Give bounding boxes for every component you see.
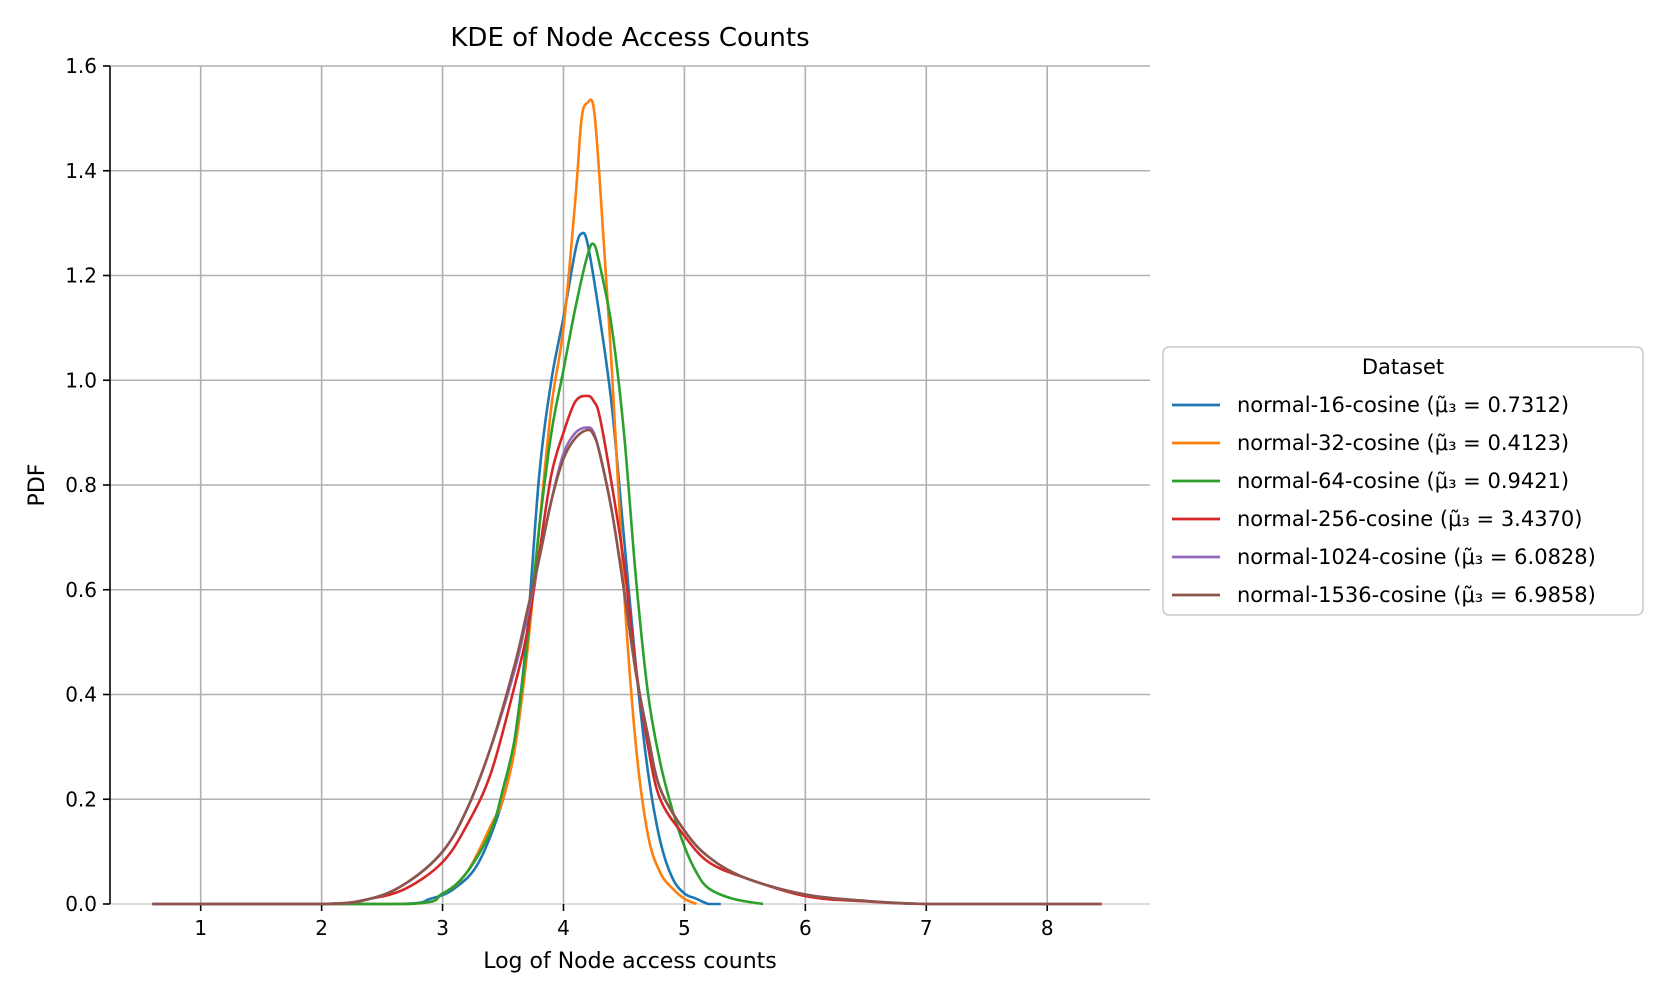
x-tick-label: 8	[1041, 916, 1054, 940]
x-tick-label: 3	[436, 916, 449, 940]
x-tick-label: 2	[315, 916, 328, 940]
legend: Dataset normal-16-cosine (μ̃₃ = 0.7312)n…	[1162, 346, 1644, 616]
x-ticks: 1 2 3 4 5 6 7 8	[194, 904, 1054, 940]
x-tick-label: 1	[194, 916, 207, 940]
legend-label-4: normal-1024-cosine (μ̃₃ = 6.0828)	[1237, 545, 1596, 569]
y-tick-label: 1.2	[65, 264, 97, 288]
x-tick-label: 4	[557, 916, 570, 940]
x-tick-label: 7	[920, 916, 933, 940]
series-line-1	[200, 98, 698, 906]
y-tick-label: 0.8	[65, 473, 97, 497]
grid	[110, 65, 1150, 905]
legend-label-3: normal-256-cosine (μ̃₃ = 3.4370)	[1237, 507, 1583, 531]
series-line-4	[152, 426, 1102, 906]
legend-title: Dataset	[1362, 355, 1444, 379]
y-tick-label: 1.4	[65, 159, 97, 183]
chart-title: KDE of Node Access Counts	[450, 23, 809, 53]
legend-items: normal-16-cosine (μ̃₃ = 0.7312) normal-32…	[1172, 393, 1596, 607]
x-tick-label: 5	[678, 916, 691, 940]
y-axis-label: PDF	[25, 464, 50, 507]
legend-label-5: normal-1536-cosine (μ̃₃ = 6.9858)	[1237, 583, 1596, 607]
y-tick-label: 1.0	[65, 368, 97, 392]
series-line-2	[200, 242, 764, 906]
y-tick-label: 0.6	[65, 578, 97, 602]
y-tick-label: 0.0	[65, 892, 97, 916]
y-ticks: 0.0 0.2 0.4 0.6 0.8 1.0 1.2 1.4 1.6	[65, 54, 110, 916]
legend-label-2: normal-64-cosine (μ̃₃ = 0.9421)	[1237, 469, 1569, 493]
x-tick-label: 6	[799, 916, 812, 940]
legend-label-1: normal-32-cosine (μ̃₃ = 0.4123)	[1237, 431, 1569, 455]
legend-box	[1162, 346, 1644, 616]
x-axis-label: Log of Node access counts	[483, 949, 777, 974]
series-line-0	[200, 231, 721, 906]
series-line-5	[152, 428, 1102, 906]
y-tick-label: 0.2	[65, 787, 97, 811]
series-lines	[152, 98, 1102, 906]
y-tick-label: 0.4	[65, 683, 97, 707]
legend-label-0: normal-16-cosine (μ̃₃ = 0.7312)	[1237, 393, 1569, 417]
y-tick-label: 1.6	[65, 54, 97, 78]
